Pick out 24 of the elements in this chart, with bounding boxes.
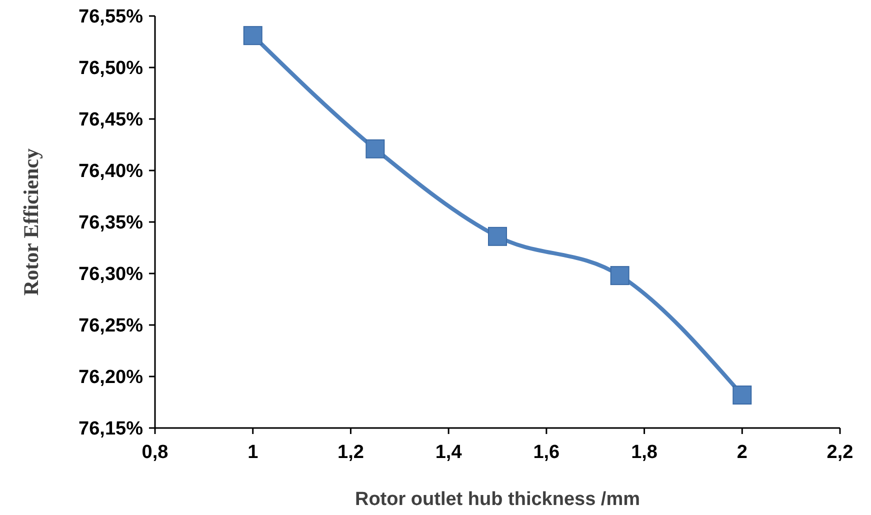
x-tick-label: 2,2: [826, 442, 854, 463]
y-tick-label: 76,50%: [78, 58, 144, 80]
x-tick-label: 1,2: [338, 442, 364, 463]
point: [366, 139, 385, 158]
x-tick-label: 1,4: [435, 442, 462, 463]
y-tick-label: 76,55%: [78, 6, 144, 28]
y-tick-label: 76,40%: [78, 161, 144, 182]
y-tick-label: 76,20%: [78, 367, 144, 388]
x-tick-label: 1,6: [533, 442, 560, 463]
y-tick-label: 76,15%: [78, 418, 144, 440]
x-tick-label: 0,8: [142, 442, 168, 463]
point: [610, 266, 630, 286]
x-tick-label: 1,8: [631, 442, 658, 463]
y-tick-label: 76,35%: [78, 212, 144, 234]
y-axis-title: Rotor Efficiency: [19, 148, 43, 296]
point: [243, 26, 262, 46]
y-tick-label: 76,25%: [78, 316, 144, 337]
point: [488, 226, 507, 246]
x-tick-label: 2: [736, 442, 748, 463]
point: [732, 386, 752, 405]
y-tick-label: 76,30%: [78, 264, 144, 286]
x-axis-title: Rotor outlet hub thickness /mm: [354, 489, 640, 510]
y-tick-label: 76,45%: [78, 110, 144, 131]
x-tick-label: 1: [248, 442, 259, 463]
